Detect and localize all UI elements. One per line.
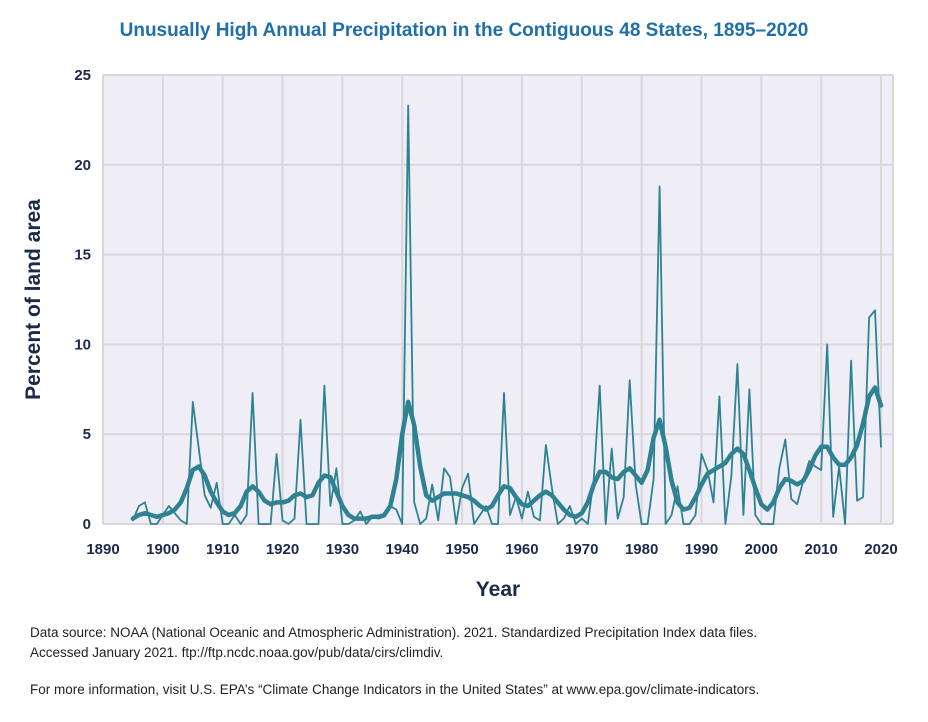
annual-series-line — [131, 104, 882, 525]
x-tick-label: 1950 — [445, 541, 478, 558]
x-tick-label: 1890 — [86, 541, 119, 558]
smoothed-series-line — [130, 385, 884, 521]
y-tick-label: 0 — [83, 516, 91, 533]
more-info-note: For more information, visit U.S. EPA’s “… — [30, 682, 760, 697]
chart-title: Unusually High Annual Precipitation in t… — [119, 20, 809, 41]
x-tick-label: 1960 — [505, 541, 538, 558]
y-axis-label: Percent of land area — [22, 199, 45, 400]
source-line-2: Accessed January 2021. ftp://ftp.ncdc.no… — [30, 645, 444, 660]
x-tick-label: 1900 — [146, 541, 179, 558]
plot-area — [103, 75, 893, 524]
y-tick-label: 15 — [74, 247, 91, 264]
x-tick-label: 2000 — [745, 541, 778, 558]
y-tick-label: 10 — [74, 336, 91, 353]
x-tick-label: 1930 — [326, 541, 359, 558]
x-tick-label: 2010 — [804, 541, 837, 558]
y-tick-label: 20 — [74, 157, 91, 174]
source-line-1: Data source: NOAA (National Oceanic and … — [30, 625, 758, 640]
x-tick-label: 1970 — [565, 541, 598, 558]
x-tick-label: 1920 — [266, 541, 299, 558]
data-source-note: Data source: NOAA (National Oceanic and … — [30, 623, 757, 663]
x-tick-label: 2020 — [864, 541, 897, 558]
x-tick-label: 1910 — [206, 541, 239, 558]
x-tick-label: 1980 — [625, 541, 658, 558]
x-tick-label: 1990 — [685, 541, 718, 558]
x-axis-label: Year — [476, 578, 520, 601]
y-tick-label: 25 — [74, 67, 91, 84]
y-tick-label: 5 — [83, 426, 91, 443]
x-tick-label: 1940 — [386, 541, 419, 558]
